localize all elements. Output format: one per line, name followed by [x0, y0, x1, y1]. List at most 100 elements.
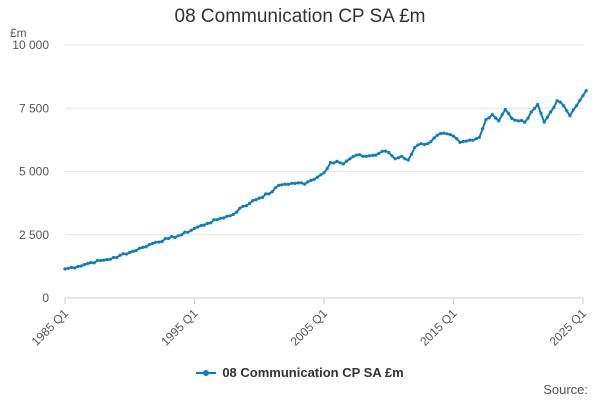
data-point	[186, 230, 190, 234]
data-point	[539, 111, 543, 115]
data-point	[160, 239, 164, 244]
data-point	[422, 142, 426, 147]
data-point	[500, 113, 504, 117]
data-point	[280, 183, 284, 187]
data-point	[439, 131, 443, 136]
data-point	[137, 246, 142, 250]
data-point	[192, 226, 197, 230]
data-point	[296, 181, 300, 185]
data-point	[516, 119, 520, 123]
data-point	[523, 120, 527, 124]
data-point	[225, 214, 229, 218]
legend-marker-icon	[196, 368, 217, 378]
data-point	[552, 105, 556, 109]
data-point	[387, 150, 391, 155]
data-point	[147, 243, 151, 247]
data-point	[432, 136, 436, 140]
data-point	[584, 89, 588, 93]
data-point	[468, 138, 472, 142]
data-point	[121, 252, 125, 256]
data-point	[212, 218, 216, 222]
data-point	[102, 258, 106, 262]
data-point	[170, 234, 174, 239]
data-point	[558, 100, 562, 104]
data-point	[413, 145, 417, 150]
data-point	[286, 182, 290, 186]
data-point	[238, 206, 242, 210]
data-point	[150, 242, 154, 246]
data-point	[474, 137, 478, 141]
data-point	[134, 248, 138, 253]
data-point	[361, 154, 365, 158]
data-point	[568, 114, 572, 118]
data-point	[377, 151, 381, 155]
data-point	[497, 119, 501, 123]
data-point	[290, 181, 294, 185]
data-point	[299, 181, 303, 185]
data-point	[549, 110, 553, 114]
data-point	[202, 223, 206, 227]
data-point	[260, 195, 265, 199]
data-point	[464, 139, 468, 143]
x-tick-label: 2025 Q1	[547, 306, 590, 349]
data-point	[526, 116, 530, 120]
data-point	[315, 175, 320, 179]
data-point	[124, 252, 129, 256]
x-tick-label: 1995 Q1	[158, 306, 201, 349]
data-point	[416, 143, 420, 147]
data-point	[364, 154, 368, 158]
data-point	[105, 258, 109, 262]
data-point	[390, 154, 394, 158]
data-point	[574, 104, 579, 108]
data-point	[455, 137, 459, 141]
data-point	[209, 221, 213, 225]
data-point	[367, 154, 371, 158]
data-point	[471, 138, 475, 142]
data-point	[419, 142, 423, 146]
data-point	[348, 157, 352, 161]
series-line	[64, 90, 588, 270]
data-point	[189, 228, 193, 232]
data-point	[222, 216, 226, 220]
data-point	[426, 142, 430, 146]
data-point	[396, 156, 401, 160]
y-tick-label: 2 500	[19, 228, 49, 242]
data-point	[335, 159, 339, 163]
data-point	[442, 131, 446, 135]
y-axis-unit-label: £m	[10, 26, 27, 40]
data-point	[332, 161, 336, 165]
data-point	[244, 204, 248, 208]
data-point	[293, 181, 297, 185]
data-point	[231, 212, 235, 217]
data-point	[435, 133, 439, 137]
data-point	[506, 111, 511, 115]
source-label: Source:	[543, 382, 588, 397]
x-tick-label: 2015 Q1	[417, 306, 460, 349]
data-point	[277, 183, 281, 187]
data-point	[270, 190, 274, 194]
data-point	[374, 153, 378, 157]
data-point	[445, 132, 449, 136]
data-point	[86, 261, 90, 266]
data-point	[477, 135, 481, 139]
data-point	[383, 149, 388, 153]
data-point	[562, 104, 566, 108]
data-point	[196, 225, 200, 229]
data-point	[176, 234, 180, 238]
data-point	[241, 204, 245, 208]
data-point	[73, 266, 77, 270]
data-point	[565, 109, 569, 113]
data-point	[69, 265, 74, 270]
data-point	[461, 139, 465, 144]
data-point	[183, 230, 187, 234]
legend[interactable]: 08 Communication CP SA £m	[0, 365, 600, 380]
data-point	[322, 171, 326, 175]
data-point	[545, 115, 550, 119]
data-point	[251, 199, 255, 203]
data-point	[247, 201, 252, 206]
data-point	[536, 102, 540, 107]
data-point	[494, 116, 498, 120]
data-point	[115, 255, 119, 260]
data-point	[144, 245, 148, 249]
data-point	[273, 186, 277, 190]
